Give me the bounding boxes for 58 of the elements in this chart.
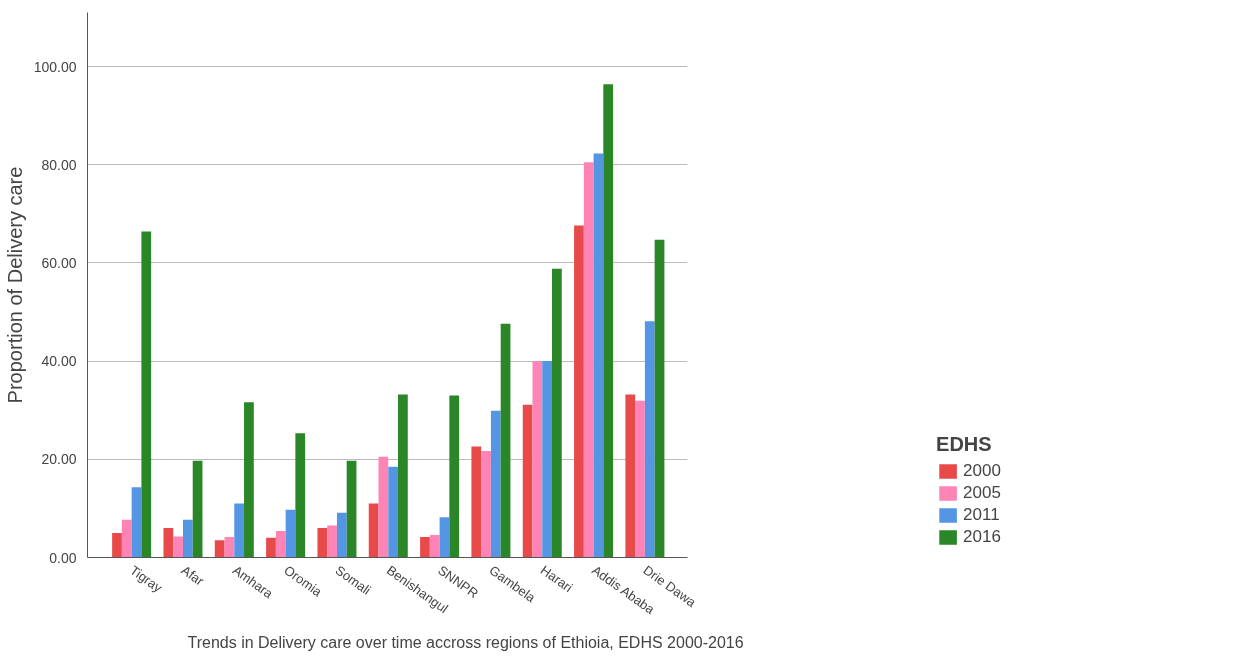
bar: [522, 404, 533, 558]
text: Trends in Delivery care over time accross regions of Ethioia, EDHS 2000-2016: [187, 633, 744, 651]
bar: [131, 487, 142, 558]
bar: [439, 517, 450, 558]
bar: [141, 231, 152, 558]
bar: [317, 528, 328, 558]
bar: [378, 456, 389, 558]
legend-label: 2000: [963, 461, 1001, 481]
legend-label: 2016: [963, 527, 1001, 547]
bar: [121, 519, 132, 558]
y-tick-label: 60.00: [41, 254, 77, 271]
bar: [224, 536, 235, 558]
bar: [285, 509, 296, 558]
y-axis-title: Proportion of Delivery care: [3, 166, 26, 404]
bar: [398, 394, 408, 558]
bar: [182, 519, 193, 558]
bar: [552, 268, 562, 558]
bar: [214, 540, 225, 558]
legend-label: 2005: [963, 483, 1001, 503]
y-tick-label: 20.00: [41, 451, 77, 468]
bar: [112, 532, 122, 558]
bar: [449, 395, 460, 558]
x-tick-label: Afar: [178, 562, 208, 589]
bar: [368, 503, 379, 558]
bar: [481, 450, 491, 558]
bar: [173, 536, 183, 558]
y-tick-label: 100.00: [33, 58, 77, 75]
bar: [471, 446, 482, 558]
bar: [490, 410, 501, 558]
bar: [163, 528, 174, 558]
y-tick-label: 80.00: [41, 156, 77, 173]
bar: [542, 361, 552, 558]
bar: [346, 460, 357, 558]
bar: [420, 536, 430, 558]
legend-title: EDHS: [936, 433, 993, 456]
bar: [500, 323, 511, 558]
bar: [327, 525, 337, 558]
y-tick-label: 40.00: [41, 353, 77, 370]
bar: [295, 433, 306, 558]
bar: [234, 503, 245, 558]
bar: [532, 361, 543, 558]
bar: [644, 321, 655, 558]
bar: [336, 512, 347, 558]
bar: [244, 402, 254, 558]
bar: [275, 530, 286, 558]
bar: [593, 153, 604, 558]
bar: [388, 466, 399, 558]
y-tick-label: 0.00: [49, 549, 77, 566]
bar: [625, 394, 636, 558]
bar: [429, 534, 440, 558]
bar: [574, 225, 584, 558]
bar: [583, 162, 594, 558]
bar: [635, 400, 645, 558]
bar: [603, 84, 614, 558]
legend-label: 2011: [963, 505, 1000, 525]
bar: [192, 460, 203, 558]
bar: [654, 239, 665, 558]
bar: [266, 537, 276, 558]
